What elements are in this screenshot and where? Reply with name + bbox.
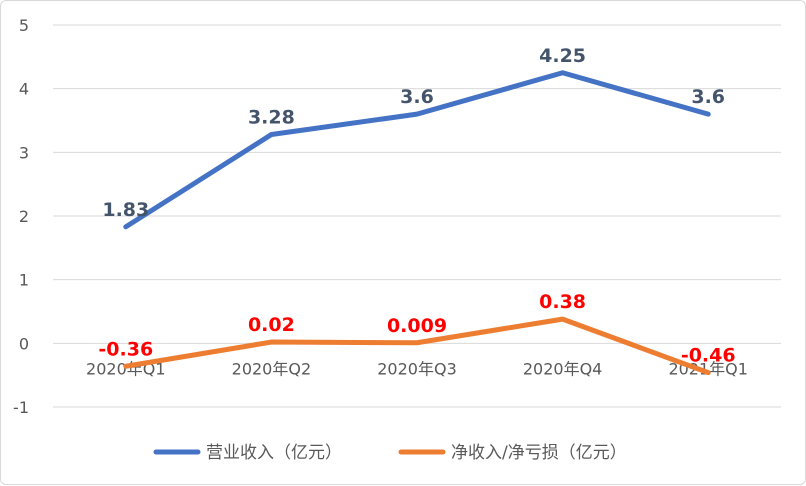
data-label: 3.28 [248, 107, 295, 129]
y-tick-label: 3 [19, 143, 29, 162]
data-label: 4.25 [539, 45, 586, 67]
data-label: 0.38 [539, 291, 586, 313]
series-line [123, 316, 711, 376]
data-label: 0.009 [387, 315, 447, 337]
x-tick-label: 2020年Q2 [232, 359, 312, 378]
data-label: -0.36 [98, 338, 153, 360]
x-tick-label: 2020年Q3 [377, 359, 457, 378]
y-tick-label: 1 [19, 271, 29, 290]
data-label: 1.83 [102, 199, 149, 221]
data-label: 3.6 [691, 86, 725, 108]
series-line [123, 70, 711, 230]
legend-label: 净收入/净亏损（亿元） [451, 443, 627, 463]
data-label: 0.02 [248, 314, 295, 336]
y-tick-label: 5 [19, 16, 29, 35]
y-tick-label: 2 [19, 207, 29, 226]
y-tick-label: 4 [19, 80, 29, 99]
y-tick-label: -1 [13, 398, 29, 417]
data-label: -0.46 [681, 345, 736, 367]
data-label: 3.6 [400, 86, 434, 108]
x-tick-label: 2020年Q4 [523, 359, 603, 378]
legend-label: 营业收入（亿元） [206, 443, 342, 463]
y-tick-label: 0 [19, 334, 29, 353]
